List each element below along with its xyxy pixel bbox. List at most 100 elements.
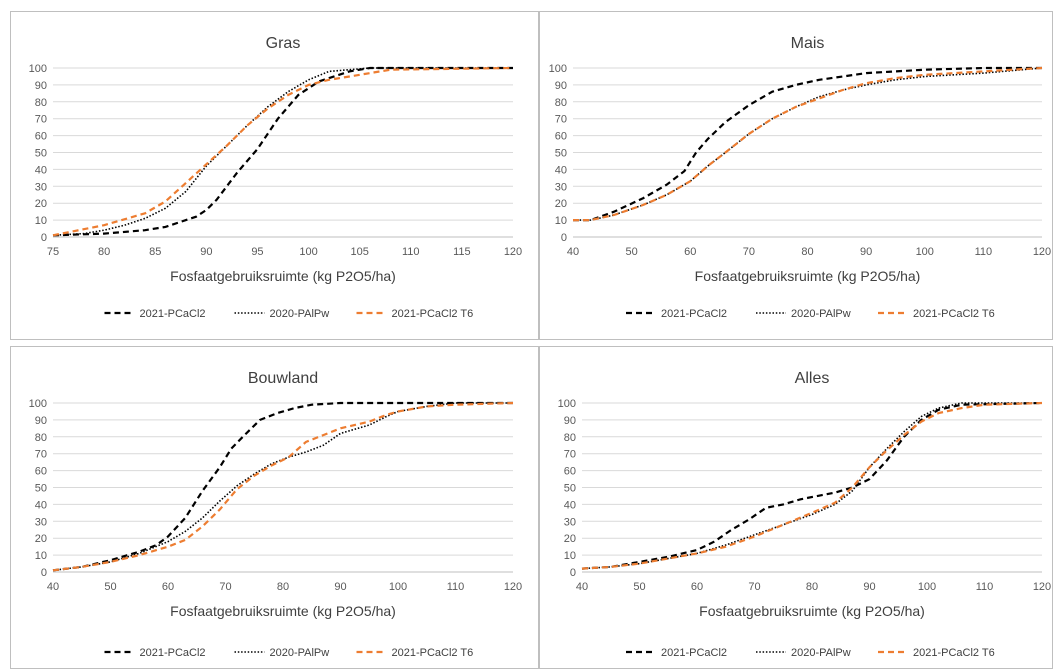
- series-line-3: [573, 66, 1043, 222]
- x-tick-label: 90: [863, 581, 875, 593]
- x-tick-label: 120: [504, 246, 522, 258]
- chart-mais: Mais 0 10 20 30 40 50 60 70 80 90 100 40 50 60 70 80 90 10…: [549, 35, 1052, 320]
- y-tick-label: 100: [29, 398, 47, 410]
- y-tick-label: 90: [555, 80, 567, 92]
- x-tick-label: 60: [691, 581, 703, 593]
- y-tick-label: 70: [35, 449, 47, 461]
- y-tick-label: 100: [549, 63, 567, 75]
- y-tick-label: 80: [35, 97, 47, 109]
- y-tick-label: 0: [570, 567, 576, 579]
- series-line-2: [52, 67, 513, 237]
- x-tick-label: 85: [149, 246, 161, 258]
- y-tick-label: 50: [35, 148, 47, 160]
- y-tick-label: 100: [558, 398, 576, 410]
- legend-label: 2021-PCaCl2: [661, 647, 727, 659]
- y-tick-label: 0: [41, 232, 47, 244]
- y-tick-label: 60: [564, 466, 576, 478]
- x-tick-label: 110: [975, 246, 993, 258]
- x-tick-label: 75: [47, 246, 59, 258]
- y-tick-label: 20: [35, 533, 47, 545]
- y-tick-label: 0: [561, 232, 567, 244]
- legend-label: 2021-PCaCl2 T6: [392, 647, 474, 659]
- x-tick-label: 115: [453, 246, 471, 258]
- y-tick-label: 40: [35, 499, 47, 511]
- x-tick-label: 60: [684, 246, 696, 258]
- x-tick-label: 70: [219, 581, 231, 593]
- chart-panel-alles: Alles 0 10 20 30 40 50 60 70 80 90 100 40 50 60 70 80 90 1…: [539, 346, 1053, 669]
- legend-label: 2020-PAlPw: [270, 308, 330, 320]
- y-tick-label: 70: [35, 114, 47, 126]
- y-tick-label: 10: [555, 215, 567, 227]
- y-tick-label: 50: [35, 483, 47, 495]
- legend-label: 2021-PCaCl2: [140, 308, 206, 320]
- y-tick-label: 10: [564, 550, 576, 562]
- chart-panel-gras: Gras 0 10 20 30 40 50 60 70 80 90 100 75 80 85 90 95 100 1…: [10, 11, 539, 340]
- x-tick-label: 50: [626, 246, 638, 258]
- series-line-1: [52, 401, 513, 572]
- series-line-1: [581, 401, 1043, 570]
- x-tick-label: 80: [277, 581, 289, 593]
- x-tick-label: 50: [633, 581, 645, 593]
- y-tick-label: 20: [35, 198, 47, 210]
- chart-title: Bouwland: [248, 370, 318, 387]
- y-tick-label: 70: [555, 114, 567, 126]
- y-tick-label: 50: [564, 483, 576, 495]
- x-tick-label: 120: [504, 581, 522, 593]
- y-tick-label: 30: [564, 516, 576, 528]
- x-axis-label: Fosfaatgebruiksruimte (kg P2O5/ha): [170, 268, 396, 284]
- y-tick-label: 100: [29, 63, 47, 75]
- chart-gras: Gras 0 10 20 30 40 50 60 70 80 90 100 75 80 85 90 95 100 1…: [29, 35, 523, 320]
- chart-bouwland: Bouwland 0 10 20 30 40 50 60 70 80 90 100 40 50 60 70 80…: [29, 370, 523, 659]
- y-tick-label: 40: [564, 499, 576, 511]
- y-tick-label: 90: [35, 415, 47, 427]
- x-tick-label: 70: [743, 246, 755, 258]
- y-tick-label: 10: [35, 215, 47, 227]
- x-tick-label: 80: [806, 581, 818, 593]
- series-line-2: [581, 402, 1042, 570]
- y-tick-label: 90: [35, 80, 47, 92]
- y-tick-label: 0: [41, 567, 47, 579]
- y-tick-label: 30: [35, 181, 47, 193]
- x-tick-label: 90: [860, 246, 872, 258]
- legend-label: 2021-PCaCl2: [140, 647, 206, 659]
- series-line-1: [573, 66, 1042, 222]
- x-tick-label: 80: [98, 246, 110, 258]
- x-tick-label: 100: [918, 581, 936, 593]
- x-tick-label: 40: [47, 581, 59, 593]
- y-tick-label: 60: [35, 466, 47, 478]
- x-tick-label: 90: [200, 246, 212, 258]
- series-line-3: [581, 401, 1043, 570]
- legend-label: 2020-PAlPw: [270, 647, 330, 659]
- y-tick-label: 10: [35, 550, 47, 562]
- chart-title: Gras: [266, 35, 301, 52]
- legend-label: 2021-PCaCl2 T6: [913, 308, 995, 320]
- x-tick-label: 40: [576, 581, 588, 593]
- x-tick-label: 95: [251, 246, 263, 258]
- x-axis-label: Fosfaatgebruiksruimte (kg P2O5/ha): [699, 603, 925, 619]
- x-tick-label: 110: [976, 581, 994, 593]
- x-tick-label: 110: [447, 581, 465, 593]
- x-axis-label: Fosfaatgebruiksruimte (kg P2O5/ha): [695, 268, 921, 284]
- y-tick-label: 70: [564, 449, 576, 461]
- series-line-3: [52, 401, 514, 572]
- series-line-3: [52, 66, 514, 237]
- y-tick-label: 80: [35, 432, 47, 444]
- chart-panel-bouwland: Bouwland 0 10 20 30 40 50 60 70 80 90 100 40 50 60 70 80…: [10, 346, 539, 669]
- y-tick-label: 20: [564, 533, 576, 545]
- x-tick-label: 50: [104, 581, 116, 593]
- series-line-1: [52, 66, 513, 237]
- y-tick-label: 40: [35, 164, 47, 176]
- y-tick-label: 60: [555, 131, 567, 143]
- x-tick-label: 120: [1033, 581, 1051, 593]
- x-axis-label: Fosfaatgebruiksruimte (kg P2O5/ha): [170, 603, 396, 619]
- chart-title: Alles: [795, 370, 830, 387]
- legend-label: 2020-PAlPw: [791, 647, 851, 659]
- chart-alles: Alles 0 10 20 30 40 50 60 70 80 90 100 40 50 60 70 80 90 1…: [558, 370, 1052, 659]
- x-tick-label: 105: [350, 246, 368, 258]
- y-tick-label: 30: [555, 181, 567, 193]
- y-tick-label: 80: [555, 97, 567, 109]
- x-tick-label: 90: [334, 581, 346, 593]
- y-tick-label: 30: [35, 516, 47, 528]
- y-tick-label: 50: [555, 148, 567, 160]
- x-tick-label: 100: [389, 581, 407, 593]
